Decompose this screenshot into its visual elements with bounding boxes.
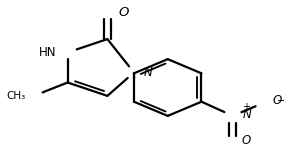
Text: +: + (242, 102, 250, 112)
Text: N: N (144, 66, 152, 79)
Text: −: − (277, 96, 285, 106)
Text: HN: HN (39, 46, 57, 59)
Text: N: N (242, 108, 251, 121)
Text: CH₃: CH₃ (6, 91, 25, 101)
Text: O: O (273, 94, 282, 107)
Text: O: O (241, 134, 251, 148)
Text: O: O (118, 6, 129, 19)
